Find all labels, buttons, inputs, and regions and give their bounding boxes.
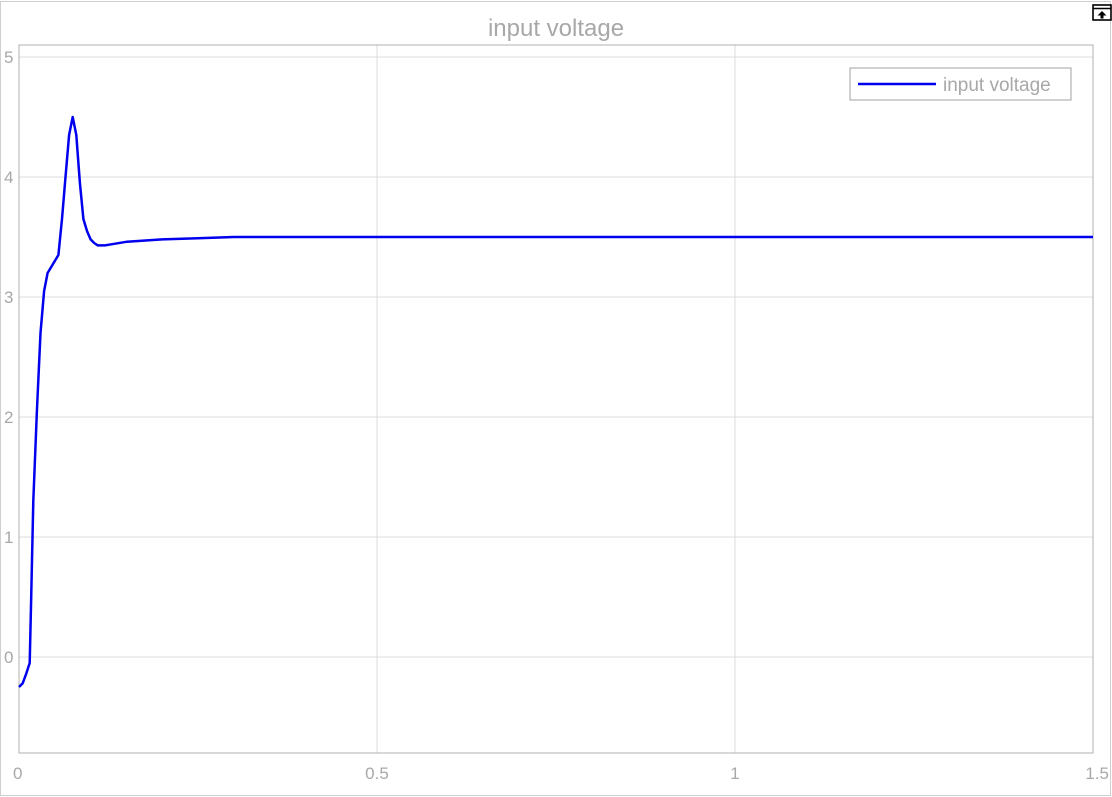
undock-icon [1092,4,1112,21]
x-axis-ticks: 0 0.5 1 1.5 [13,764,1109,783]
legend-entry-input-voltage: input voltage [943,75,1051,96]
y-tick-label: 3 [4,288,13,307]
y-tick-label: 2 [4,408,13,427]
x-tick-label: 0 [13,764,22,783]
axes-box [18,44,1094,754]
series-layer [18,115,1093,688]
x-tick-label: 1.5 [1085,764,1109,783]
y-tick-label: 4 [4,168,13,187]
y-tick-label: 5 [4,48,13,67]
x-tick-label: 1 [730,764,739,783]
x-tick-label: 0.5 [365,764,389,783]
y-tick-label: 0 [4,648,13,667]
undock-button[interactable] [1092,4,1112,21]
legend[interactable]: input voltage [849,67,1072,101]
y-tick-label: 1 [4,528,13,547]
series-line-input-voltage [18,115,1093,688]
chart-title: input voltage [488,15,624,42]
y-axis-ticks: 0 1 2 3 4 5 [4,48,13,667]
